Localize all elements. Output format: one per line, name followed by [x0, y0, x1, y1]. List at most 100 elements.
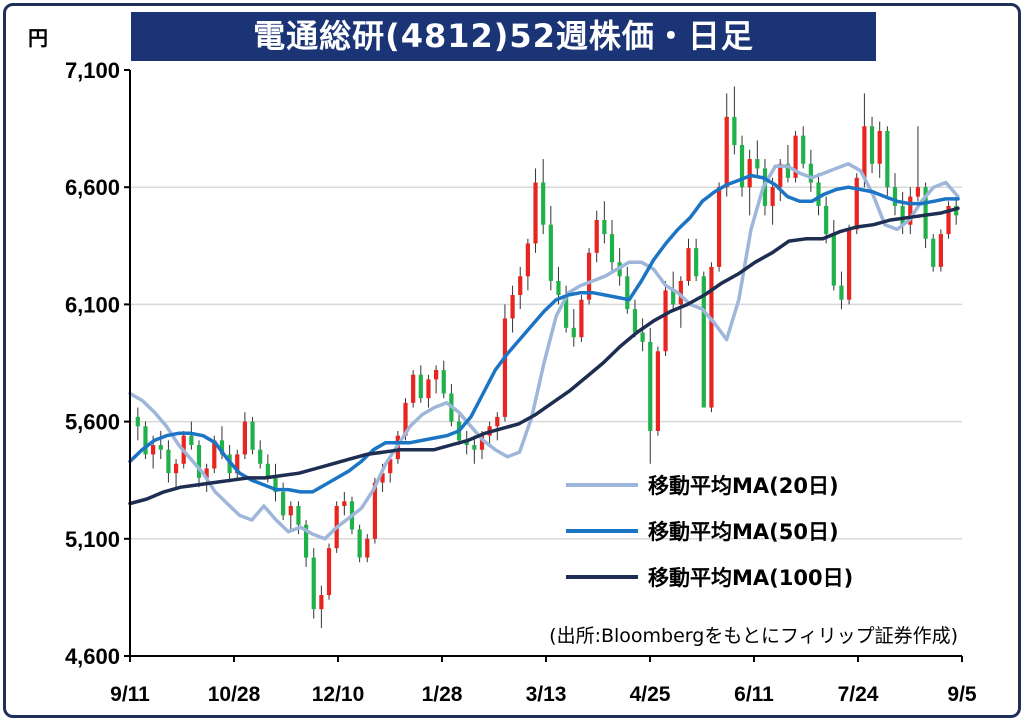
candle-body — [839, 285, 844, 300]
candle-body — [946, 205, 951, 235]
candle-body — [281, 491, 286, 516]
candle-body — [609, 234, 615, 263]
candle-body — [663, 290, 668, 352]
y-tick-label: 5,100 — [65, 527, 120, 552]
candle-body — [357, 529, 362, 558]
chart-title: 電通総研(4812)52週株価・日足 — [131, 12, 876, 61]
candle-body — [854, 177, 859, 230]
candle-body — [816, 182, 821, 206]
candle-body — [892, 187, 898, 206]
candle-body — [472, 445, 477, 450]
candle-body — [915, 187, 921, 197]
candle-body — [694, 248, 699, 277]
candle-body — [151, 445, 156, 455]
ma50-line — [128, 173, 960, 494]
candle-body — [533, 182, 538, 244]
candle-body — [770, 187, 775, 206]
candle-body — [831, 234, 836, 286]
candle-body — [716, 187, 722, 267]
x-tick-label: 6/11 — [734, 683, 774, 706]
candle-body — [548, 224, 553, 281]
candle-body — [388, 459, 393, 474]
candle-body — [303, 524, 309, 558]
candle-body — [739, 145, 745, 188]
x-tick-label: 9/5 — [947, 683, 977, 706]
candle-body — [441, 370, 446, 394]
gridlines — [130, 186, 962, 540]
x-tick-label: 1/28 — [422, 683, 463, 706]
candle-body — [525, 243, 530, 277]
candle-body — [365, 538, 370, 558]
candle-body — [135, 416, 140, 427]
candle-body — [235, 454, 240, 474]
legend: 移動平均MA(20日) 移動平均MA(50日) 移動平均MA(100日) — [566, 474, 853, 590]
x-tick-label: 10/28 — [208, 683, 261, 706]
candle-body — [510, 295, 515, 319]
y-axis-unit: 円 — [28, 26, 48, 50]
candle-body — [808, 163, 813, 183]
candle-body — [326, 548, 332, 596]
candle-body — [747, 159, 752, 188]
ma100-line — [128, 206, 960, 506]
y-tick-label: 4,600 — [65, 644, 120, 669]
candle-body — [625, 276, 630, 310]
candle-body — [632, 309, 638, 333]
candle-body — [755, 159, 760, 169]
candle-body — [189, 435, 194, 446]
candle-body — [479, 435, 485, 450]
candle-body — [686, 248, 691, 281]
candle-body — [288, 505, 293, 516]
legend-label: 移動平均MA(20日) — [648, 474, 839, 498]
ma20-line — [128, 162, 960, 541]
candle-body — [571, 327, 576, 338]
candle-body — [250, 421, 255, 450]
candle-body — [931, 238, 936, 267]
y-tick-label: 7,100 — [65, 58, 120, 83]
candle-body — [594, 220, 599, 253]
candle-body — [204, 468, 209, 478]
x-tick-label: 9/11 — [110, 683, 150, 706]
candle-body — [541, 182, 546, 225]
candle-body — [640, 332, 645, 342]
candle-body — [342, 501, 347, 506]
candle-body — [954, 205, 959, 216]
candle-body — [908, 196, 913, 225]
y-tick-label: 6,100 — [65, 292, 120, 317]
candlesticks — [135, 86, 959, 628]
candle-body — [426, 379, 431, 399]
x-tick-label: 12/10 — [312, 683, 365, 706]
y-tick-label: 5,600 — [65, 410, 120, 435]
candle-body — [701, 276, 706, 408]
legend-label: 移動平均MA(50日) — [648, 520, 839, 544]
legend-label: 移動平均MA(100日) — [648, 566, 853, 590]
chart-frame — [3, 3, 1021, 718]
candle-body — [502, 318, 508, 417]
x-tick-label: 4/25 — [630, 683, 671, 706]
candle-body — [273, 477, 278, 492]
candle-body — [173, 463, 179, 474]
candle-body — [586, 252, 592, 300]
candle-body — [564, 295, 569, 328]
candle-body — [311, 557, 316, 610]
source-note: (出所:Bloombergをもとにフィリップ証券作成) — [549, 625, 958, 647]
candle-body — [709, 266, 714, 408]
candle-body — [464, 440, 469, 446]
candle-body — [212, 440, 217, 469]
candle-body — [579, 299, 584, 338]
candle-body — [518, 276, 523, 296]
candle-body — [923, 187, 928, 239]
candle-body — [602, 220, 607, 235]
candle-body — [265, 463, 270, 478]
candle-body — [372, 482, 378, 539]
candle-body — [671, 290, 676, 305]
candle-body — [655, 351, 661, 431]
y-tick-label: 6,600 — [65, 175, 120, 200]
axes: 7,100 6,600 6,100 5,600 5,100 4,600 9/11 10/28 1… — [65, 58, 977, 706]
candle-body — [785, 163, 791, 178]
candle-body — [869, 126, 875, 164]
x-tick-label: 3/13 — [526, 683, 567, 706]
candle-body — [801, 135, 806, 164]
candle-body — [166, 449, 171, 474]
candle-body — [403, 402, 408, 436]
